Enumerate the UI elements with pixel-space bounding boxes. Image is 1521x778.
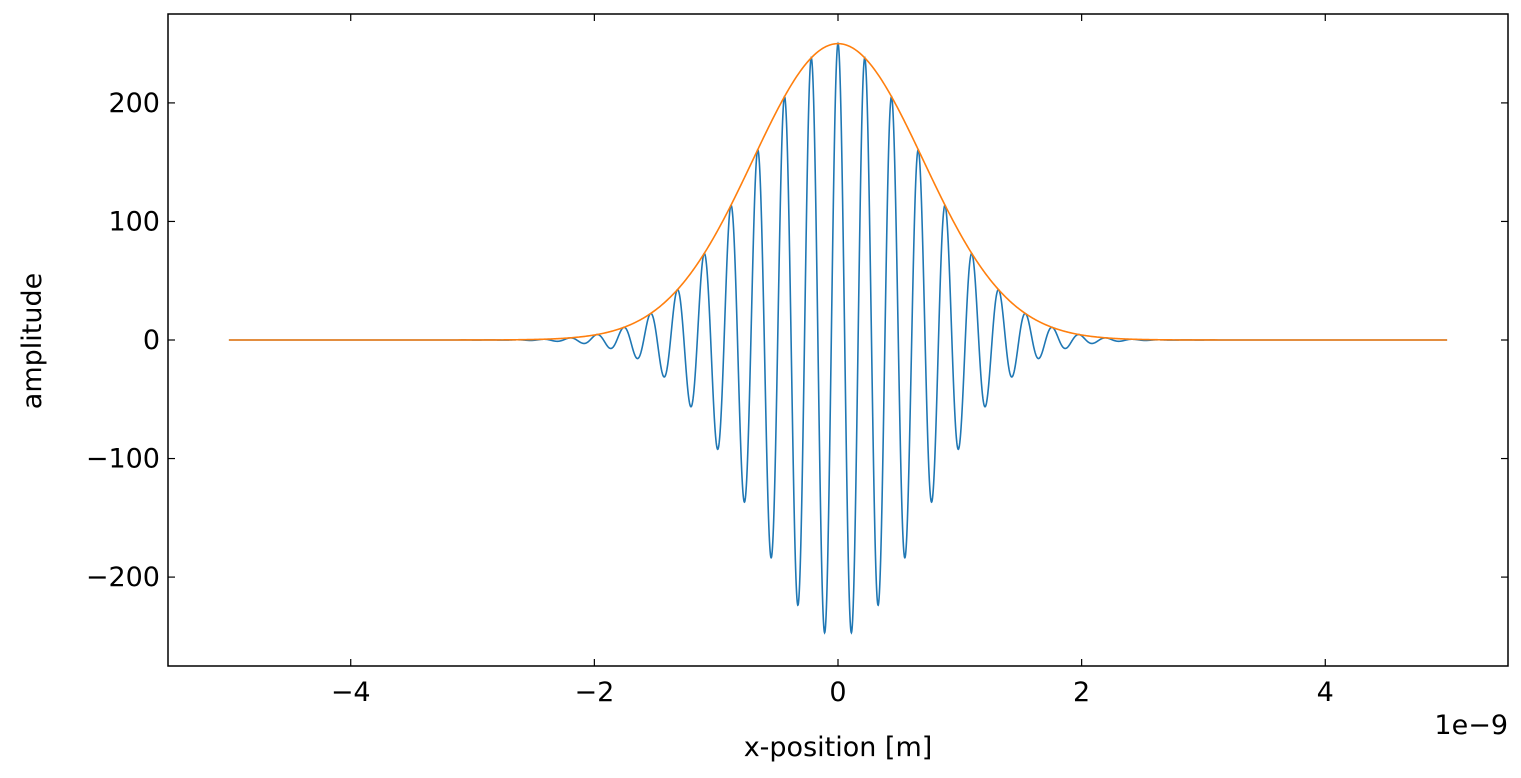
x-tick-label: −2 bbox=[574, 677, 614, 708]
y-tick-label: 0 bbox=[143, 325, 160, 356]
axes-frame bbox=[167, 13, 1509, 667]
y-tick-label: −100 bbox=[86, 444, 160, 475]
x-tick-label: 0 bbox=[829, 677, 846, 708]
y-axis-label: amplitude bbox=[17, 273, 48, 409]
series-line-envelope bbox=[228, 42, 1448, 341]
y-tick-label: 200 bbox=[108, 88, 160, 119]
y-tick-label: 100 bbox=[108, 206, 160, 237]
x-tick-label: −4 bbox=[331, 677, 371, 708]
x-axis-label: x-position [m] bbox=[744, 732, 933, 763]
x-tick-label: 4 bbox=[1317, 677, 1334, 708]
x-axis-offset-text: 1e−9 bbox=[1434, 710, 1508, 741]
series-layer bbox=[228, 41, 1448, 635]
ticks-layer: −4 −2 0 2 4 −200 −100 0 100 200 bbox=[86, 14, 1508, 708]
y-tick-label: −200 bbox=[86, 562, 160, 593]
x-tick-label: 2 bbox=[1073, 677, 1090, 708]
